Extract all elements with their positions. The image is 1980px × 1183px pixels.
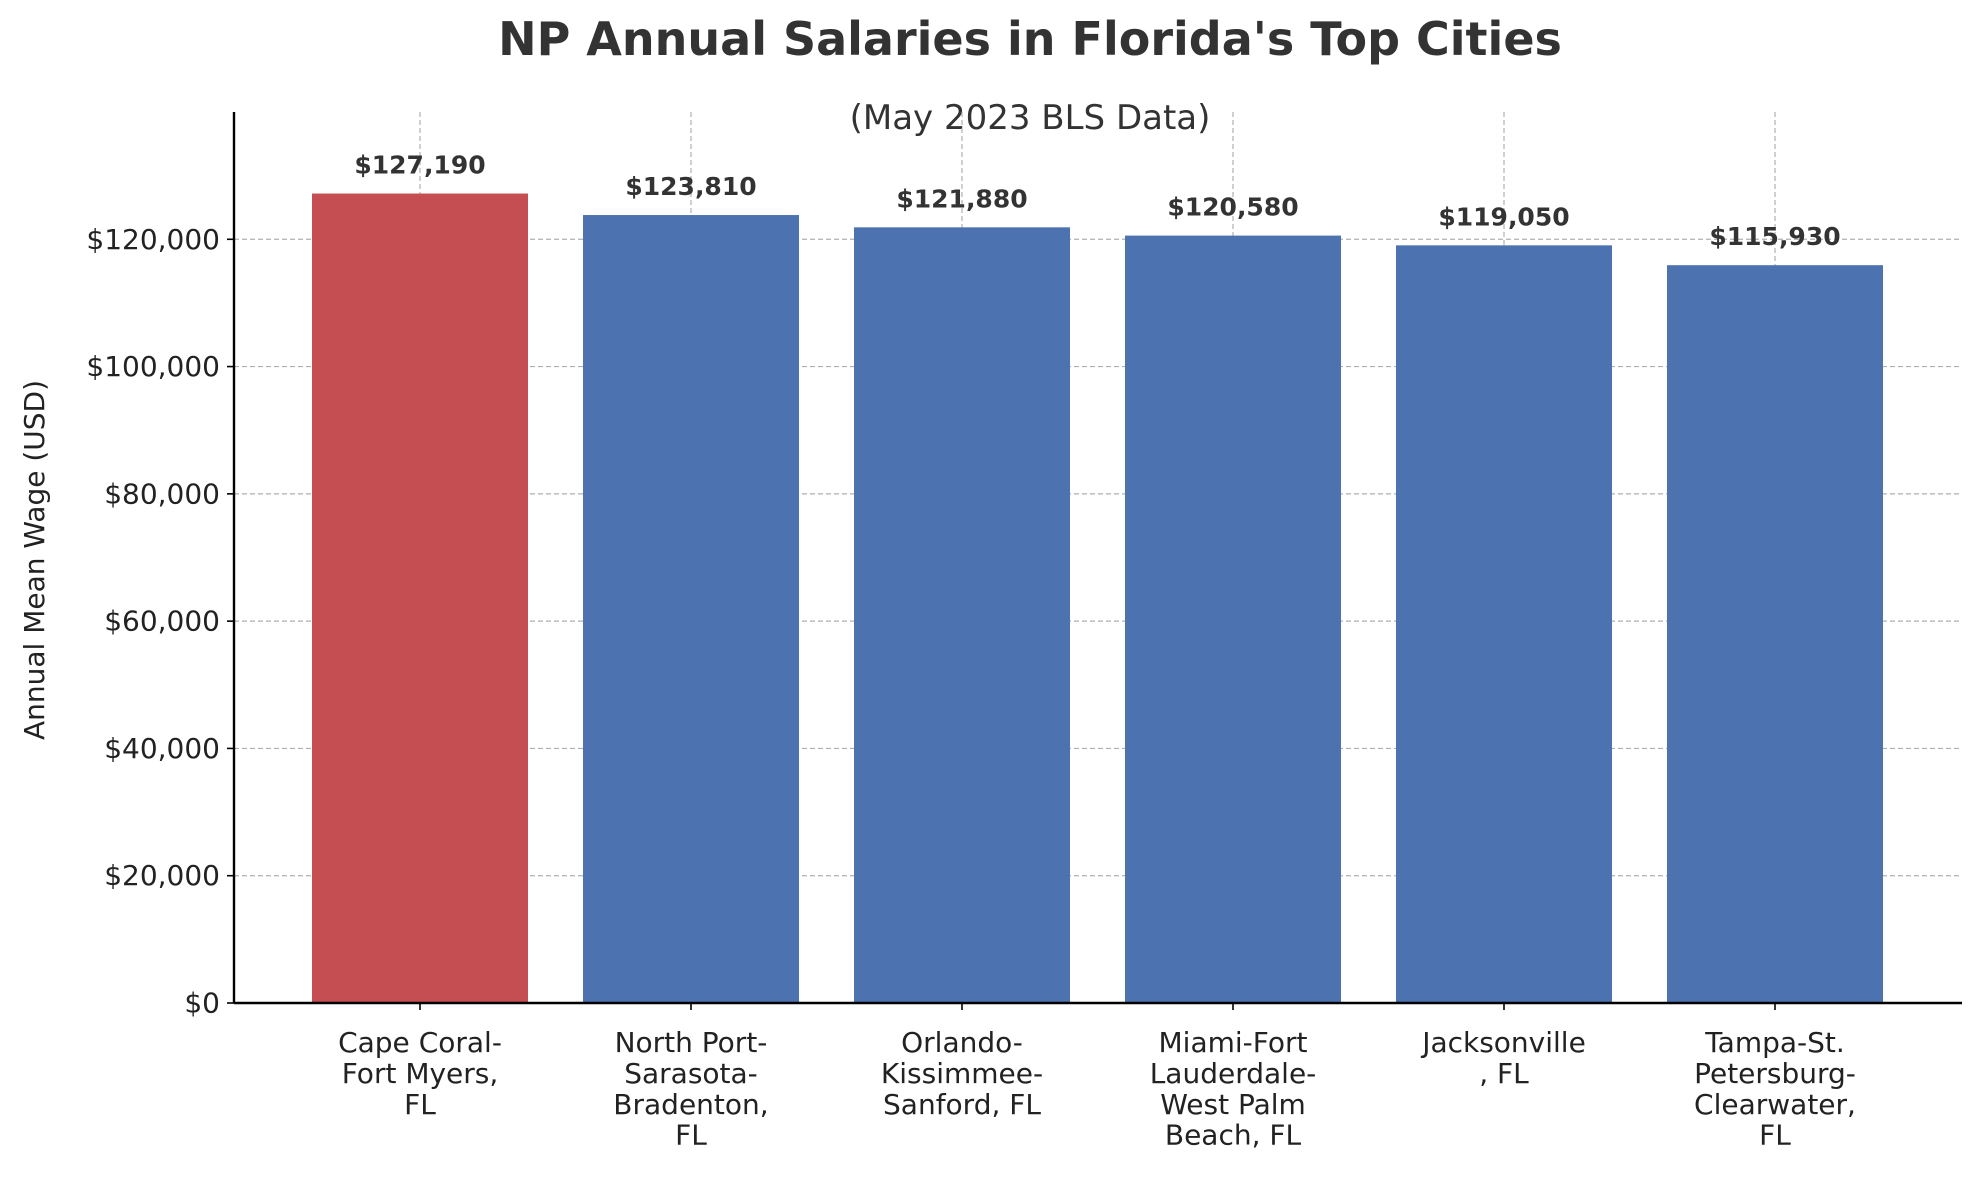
x-tick-label: North Port-Sarasota-Bradenton, FL <box>613 1026 768 1151</box>
bar <box>1667 265 1883 1003</box>
data-label: $123,810 <box>625 172 756 201</box>
data-label: $115,930 <box>1709 222 1840 251</box>
bar <box>854 227 1070 1003</box>
data-label: $120,580 <box>1167 193 1298 222</box>
x-tick-label: Jacksonville, FL <box>1420 1026 1586 1090</box>
data-label: $127,190 <box>354 151 485 180</box>
axes <box>227 112 1962 1010</box>
chart-subtitle: (May 2023 BLS Data) <box>850 98 1211 138</box>
x-tick-label-line: FL <box>675 1119 707 1152</box>
y-tick-label: $40,000 <box>104 732 220 765</box>
x-tick-label: Miami-Fort Lauderdale-West Palm Beach, FL <box>1150 1026 1317 1151</box>
bar <box>312 193 528 1004</box>
x-tick-label-line: Kissimmee- <box>881 1057 1043 1090</box>
x-tick-label-line: , FL <box>1479 1057 1529 1090</box>
y-tick-label: $20,000 <box>104 859 220 892</box>
x-tick-label: Orlando-Kissimmee-Sanford, FL <box>881 1026 1043 1121</box>
y-tick-label: $60,000 <box>104 605 220 638</box>
bar <box>1396 245 1612 1003</box>
x-tick-label-line: Cape Coral- <box>338 1026 502 1059</box>
x-tick-label-line: North Port- <box>615 1026 768 1059</box>
x-tick-label-line: Clearwater, <box>1694 1088 1856 1121</box>
bar <box>583 215 799 1003</box>
data-label: $121,880 <box>896 184 1027 213</box>
data-label: $119,050 <box>1438 202 1569 231</box>
y-tick-label: $100,000 <box>86 350 220 383</box>
y-tick-label: $120,000 <box>86 223 220 256</box>
chart-title: NP Annual Salaries in Florida's Top Citi… <box>498 12 1562 66</box>
y-tick-label: $80,000 <box>104 477 220 510</box>
x-tick-label-line: West Palm <box>1160 1088 1306 1121</box>
x-tick-label-line: Tampa-St. <box>1704 1026 1845 1059</box>
y-axis-label: Annual Mean Wage (USD) <box>18 380 51 740</box>
x-tick-label-line: Miami-Fort <box>1159 1026 1308 1059</box>
x-tick-label-line: FL <box>1759 1119 1791 1152</box>
x-tick-label-line: FL <box>404 1088 436 1121</box>
x-tick-label-line: Bradenton, <box>613 1088 768 1121</box>
x-tick-label-line: Sarasota- <box>624 1057 758 1090</box>
labels: $0 $20,000 $40,000 $60,000 $80,000 $100,000 $1… <box>86 151 1856 1152</box>
x-tick-label-line: Fort Myers, <box>342 1057 499 1090</box>
bars <box>312 193 1883 1004</box>
x-tick-label-line: Sanford, FL <box>883 1088 1041 1121</box>
bar <box>1125 235 1341 1003</box>
x-tick-label-line: Orlando- <box>901 1026 1023 1059</box>
x-tick-label-line: Petersburg- <box>1694 1057 1856 1090</box>
x-tick-label-line: Beach, FL <box>1165 1119 1302 1152</box>
x-tick-label: Tampa-St. Petersburg-Clearwater, FL <box>1694 1026 1856 1151</box>
x-tick-label-line: Lauderdale- <box>1150 1057 1317 1090</box>
x-tick-label: Cape Coral-Fort Myers, FL <box>338 1026 502 1121</box>
y-tick-label: $0 <box>184 987 220 1020</box>
x-tick-label-line: Jacksonville <box>1420 1026 1586 1059</box>
